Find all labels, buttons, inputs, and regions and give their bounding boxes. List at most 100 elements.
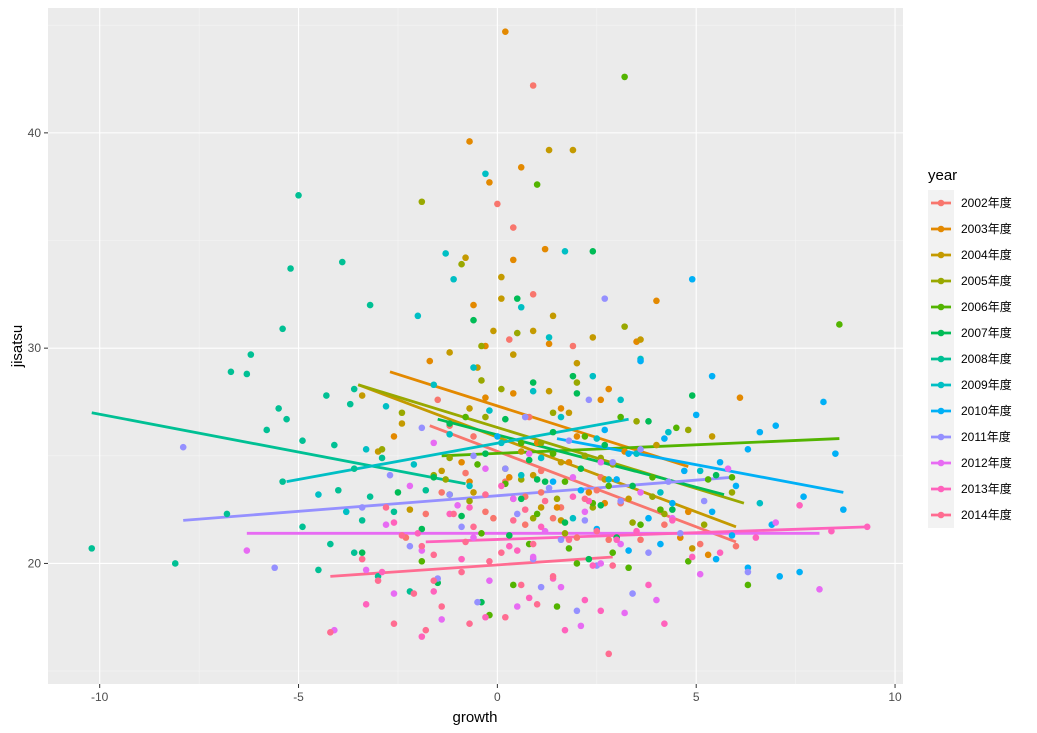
data-point [589,247,597,255]
data-point [498,385,505,393]
data-point [649,474,656,481]
data-point [470,523,477,531]
legend-key-point [937,407,945,415]
y-tick-label: 20 [28,556,42,570]
data-point [470,364,477,371]
data-point [673,424,680,432]
data-point [327,629,334,636]
data-point [645,514,652,522]
plot-panel [48,8,903,684]
data-point [482,508,489,516]
data-point [708,508,716,516]
data-point [299,523,306,531]
data-point [688,553,696,561]
data-point [394,489,402,496]
data-point [752,534,760,541]
data-point [438,603,445,610]
data-point [557,413,565,421]
data-point [279,325,286,333]
data-point [573,379,581,386]
data-point [541,245,549,253]
data-point [561,478,569,485]
data-point [661,521,668,528]
data-point [223,510,231,518]
data-point [688,545,696,552]
data-point [553,603,561,610]
data-point [418,633,426,640]
data-point [462,538,469,546]
data-point [669,517,676,524]
data-point [422,626,430,634]
data-point [529,540,537,548]
data-point [840,506,847,513]
data-point [605,536,613,544]
data-point [529,471,537,479]
grid-major [48,8,903,684]
data-point [517,303,525,311]
data-point [498,482,505,490]
data-point [545,387,553,395]
data-point [482,465,489,473]
data-point [684,426,692,434]
data-point [549,428,557,436]
legend-key-point [937,199,945,207]
data-point [299,437,306,445]
data-point [410,461,418,468]
legend-key-point [937,355,945,363]
data-point [828,527,835,535]
data-point [692,411,700,419]
data-point [378,568,386,576]
data-point [478,377,485,384]
data-point [533,476,541,483]
data-point [796,568,803,576]
data-point [494,433,501,440]
data-point [597,607,605,615]
data-point [390,508,398,516]
data-point [502,465,509,473]
data-point [561,626,569,634]
data-point [470,489,477,496]
data-point [684,508,692,516]
data-point [271,564,278,572]
data-point [358,392,366,399]
data-point [430,551,438,559]
data-point [478,342,485,350]
data-point [438,616,445,623]
data-point [716,549,724,556]
x-tick-label: -10 [91,690,109,704]
data-point [549,573,557,580]
data-point [517,581,525,589]
data-point [565,409,573,417]
data-point [573,534,581,541]
data-point [669,506,676,513]
data-point [470,433,477,440]
data-point [529,379,537,386]
data-point [577,465,585,473]
data-point [537,523,545,531]
legend-key-point [937,329,945,337]
data-point [374,577,382,584]
data-point [605,650,613,658]
data-point [553,495,561,503]
data-point [585,555,593,563]
data-point [537,504,545,511]
data-point [708,433,716,440]
data-point [283,415,290,423]
data-point [553,504,561,511]
data-point [422,510,430,518]
data-point [657,540,664,548]
data-point [331,441,338,449]
data-point [382,504,390,511]
data-point [525,450,533,457]
data-point [732,482,740,490]
data-point [533,601,541,608]
data-point [517,439,525,447]
data-point [625,564,632,572]
data-point [529,82,537,89]
data-point [565,437,573,445]
data-point [442,250,449,257]
data-point [728,489,736,496]
data-point [406,482,414,490]
data-point [541,497,549,505]
data-point [390,433,398,440]
